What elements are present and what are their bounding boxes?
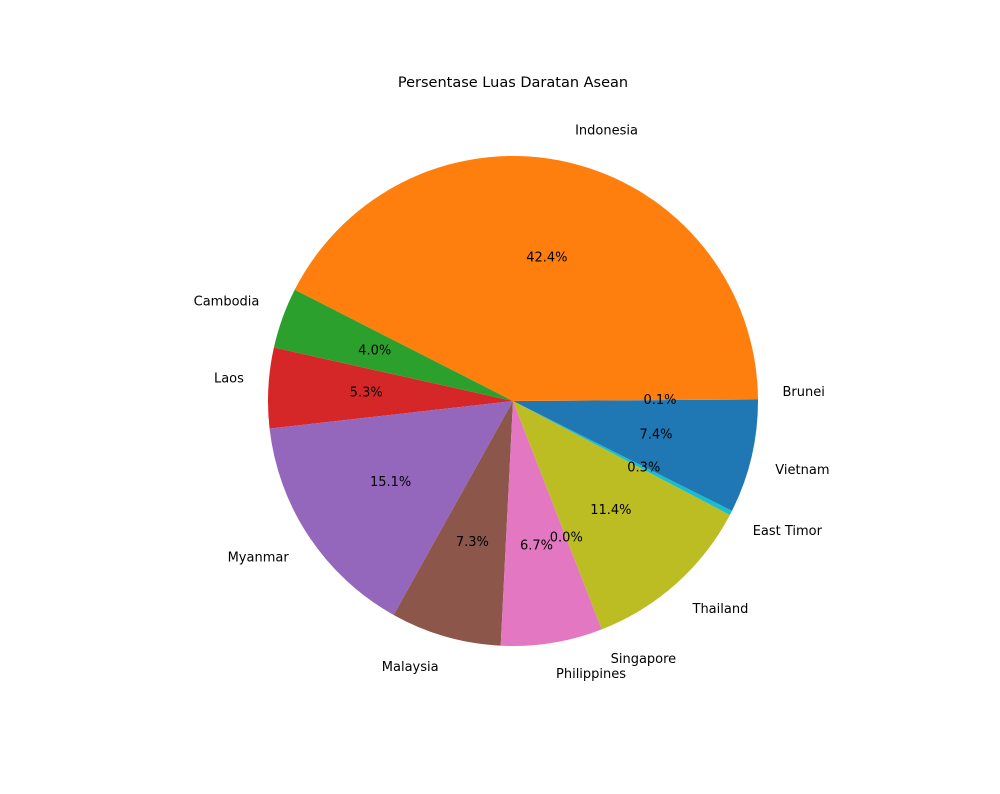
pct-label-myanmar: 15.1% — [370, 475, 411, 490]
pct-label-indonesia: 42.4% — [526, 251, 567, 266]
slice-label-singapore: Singapore — [611, 652, 677, 667]
pie-slice-east-timor — [513, 401, 732, 515]
slice-label-laos: Laos — [214, 372, 244, 387]
slice-labels: Brunei Indonesia Cambodia Laos Myanmar Malays… — [194, 124, 830, 682]
pie-slice-vietnam — [513, 401, 758, 511]
pct-label-brunei: 0.1% — [643, 393, 676, 408]
slice-label-philippines: Philippines — [556, 667, 626, 682]
pie-slice-thailand — [513, 401, 730, 630]
slice-label-thailand: Thailand — [692, 602, 749, 617]
pie-slice-malaysia — [393, 401, 513, 646]
slice-label-brunei: Brunei — [783, 385, 825, 400]
slice-label-indonesia: Indonesia — [575, 124, 638, 139]
pie-slice-cambodia — [273, 289, 513, 401]
slice-label-east-timor: East Timor — [753, 524, 823, 539]
pie-slice-philippines — [500, 401, 602, 646]
pie-slice-myanmar — [269, 401, 513, 615]
pct-label-singapore: 0.0% — [550, 531, 583, 546]
pie-slice-brunei — [513, 399, 759, 401]
pct-label-thailand: 11.4% — [590, 503, 631, 518]
pie-slices — [268, 155, 759, 646]
pct-label-vietnam: 7.4% — [639, 427, 672, 442]
pie-slice-laos — [268, 347, 513, 429]
percentage-labels: 0.1% 42.4% 4.0% 5.3% 15.1% 7.3% 6.7%0.0% 11.4% 0… — [350, 251, 677, 554]
pct-label-laos: 5.3% — [350, 386, 383, 401]
slice-label-malaysia: Malaysia — [382, 660, 439, 675]
slice-label-cambodia: Cambodia — [194, 295, 260, 310]
pct-label-malaysia: 7.3% — [456, 535, 489, 550]
slice-label-myanmar: Myanmar — [228, 550, 290, 565]
slice-label-vietnam: Vietnam — [775, 463, 829, 478]
pct-label-cambodia: 4.0% — [358, 344, 391, 359]
pct-label-east-timor: 0.3% — [627, 461, 660, 476]
pct-label-philippines: 6.7% — [520, 539, 553, 554]
pie-slice-indonesia — [294, 155, 758, 401]
chart-title: Persentase Luas Daratan Asean — [398, 75, 628, 91]
